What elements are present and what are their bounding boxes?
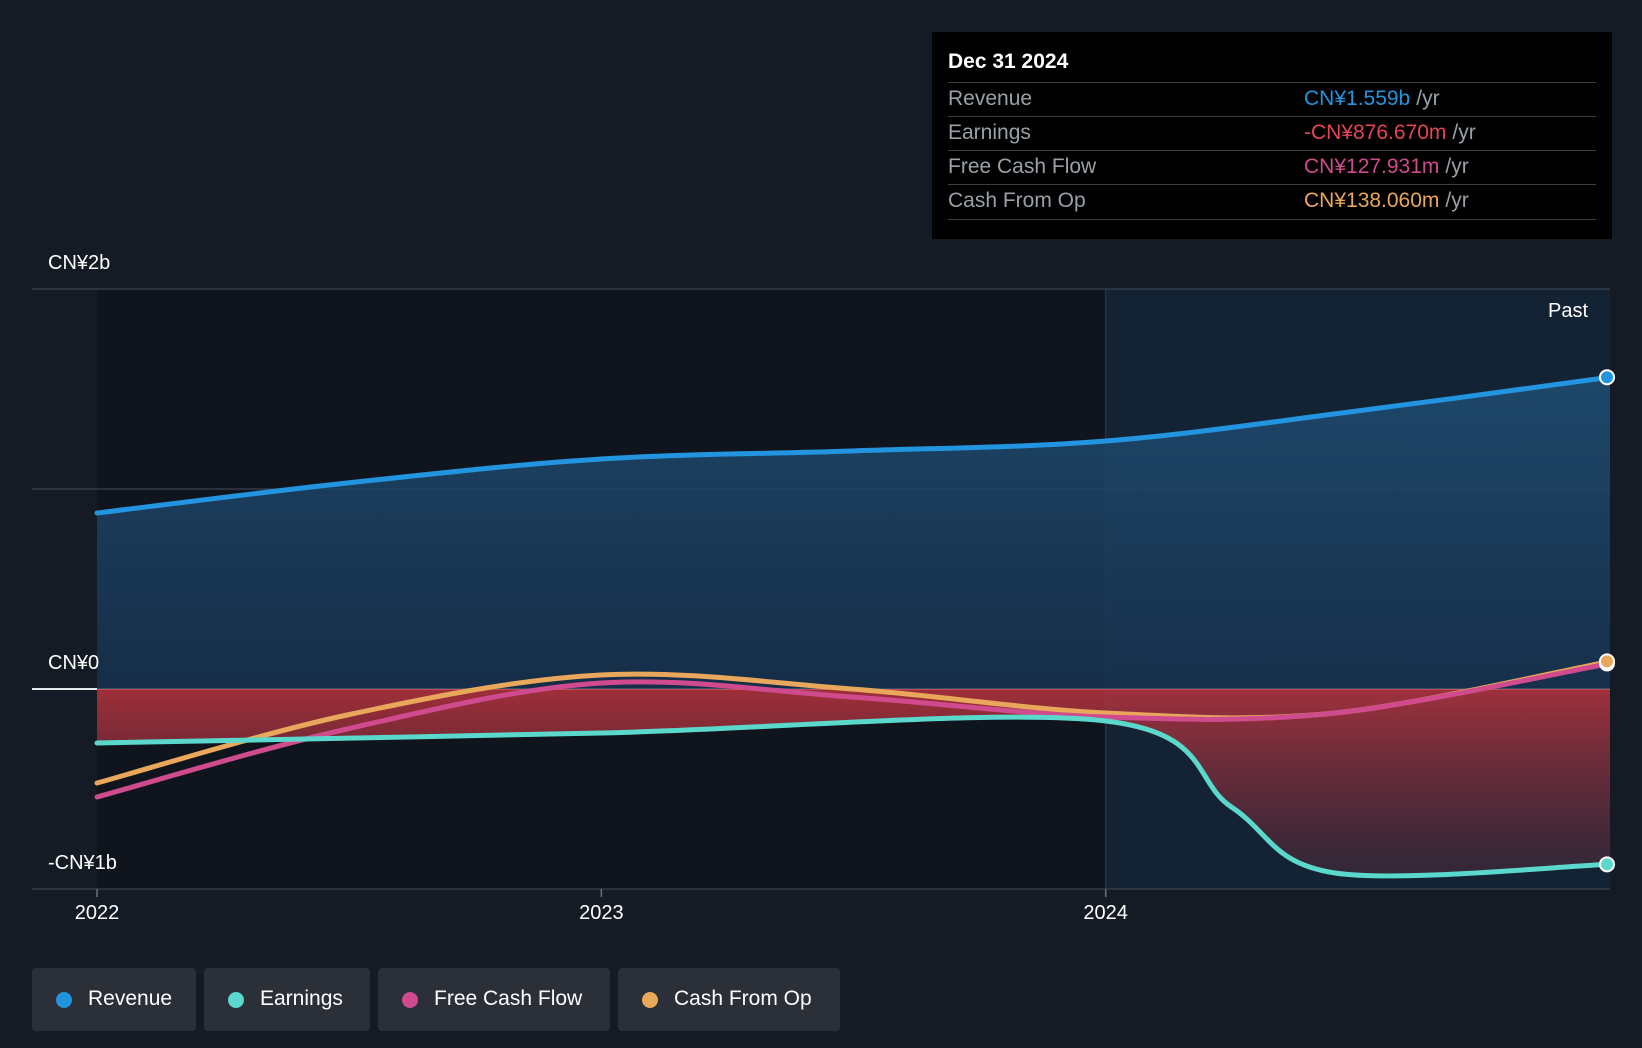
legend-item-revenue[interactable]: Revenue xyxy=(32,968,196,1031)
tooltip-value-text: CN¥1.559b xyxy=(1304,87,1411,110)
legend-item-cash-from-op[interactable]: Cash From Op xyxy=(618,968,840,1031)
tooltip-value-text: CN¥138.060m xyxy=(1304,189,1440,212)
end-point-earnings xyxy=(1599,856,1615,873)
tooltip-unit: /yr xyxy=(1445,155,1469,178)
tooltip-row-revenue: Revenue CN¥1.559b/yr xyxy=(948,82,1596,117)
x-tick-label: 2024 xyxy=(1083,902,1128,924)
tooltip-row-free-cash-flow: Free Cash Flow CN¥127.931m/yr xyxy=(948,150,1596,185)
legend-label: Free Cash Flow xyxy=(434,987,583,1010)
legend-label: Revenue xyxy=(88,987,173,1010)
series-line-earnings xyxy=(94,714,1613,879)
tooltip-row-value: -CN¥876.670m/yr xyxy=(1304,121,1476,145)
tooltip-row-label: Cash From Op xyxy=(948,189,1086,212)
tooltip-value-text: -CN¥876.670m xyxy=(1304,121,1447,144)
tooltip-row-value: CN¥138.060m/yr xyxy=(1304,189,1469,213)
past-label: Past xyxy=(1548,300,1589,322)
tooltip-unit: /yr xyxy=(1416,87,1440,110)
tooltip-date: Dec 31 2024 xyxy=(948,50,1069,73)
tooltip-unit: /yr xyxy=(1452,121,1476,144)
legend-dot-icon xyxy=(228,992,244,1008)
legend-item-earnings[interactable]: Earnings xyxy=(204,968,370,1031)
tooltip-row-value: CN¥1.559b/yr xyxy=(1304,87,1440,111)
end-point-revenue xyxy=(1599,369,1615,386)
y-tick-label: CN¥2b xyxy=(48,252,111,274)
legend-item-free-cash-flow[interactable]: Free Cash Flow xyxy=(378,968,610,1031)
tooltip-row-cash-from-op: Cash From Op CN¥138.060m/yr xyxy=(948,184,1596,220)
end-point-cash-from-op xyxy=(1599,653,1615,670)
series-line-revenue xyxy=(94,374,1613,516)
revenue-area xyxy=(97,377,1610,689)
tooltip-row-value: CN¥127.931m/yr xyxy=(1304,155,1469,179)
legend-dot-icon xyxy=(56,992,72,1008)
y-tick-label: CN¥0 xyxy=(48,652,100,674)
legend-dot-icon xyxy=(402,992,418,1008)
tooltip-row-label: Revenue xyxy=(948,87,1033,110)
tooltip-row-label: Earnings xyxy=(948,121,1031,144)
tooltip-row-label: Free Cash Flow xyxy=(948,155,1097,178)
tooltip-unit: /yr xyxy=(1445,189,1469,212)
legend-dot-icon xyxy=(642,992,658,1008)
tooltip-value-text: CN¥127.931m xyxy=(1304,155,1440,178)
series-line-free-cash-flow xyxy=(94,660,1613,800)
y-tick-label: -CN¥1b xyxy=(48,852,117,874)
tooltip-row-earnings: Earnings -CN¥876.670m/yr xyxy=(948,116,1596,151)
x-tick-label: 2023 xyxy=(579,902,624,924)
earnings-area xyxy=(97,689,1610,876)
x-tick-label: 2022 xyxy=(74,902,120,924)
legend-label: Earnings xyxy=(260,987,343,1010)
tooltip: Dec 31 2024 Revenue CN¥1.559b/yr Earning… xyxy=(932,32,1612,239)
legend-label: Cash From Op xyxy=(674,987,812,1010)
